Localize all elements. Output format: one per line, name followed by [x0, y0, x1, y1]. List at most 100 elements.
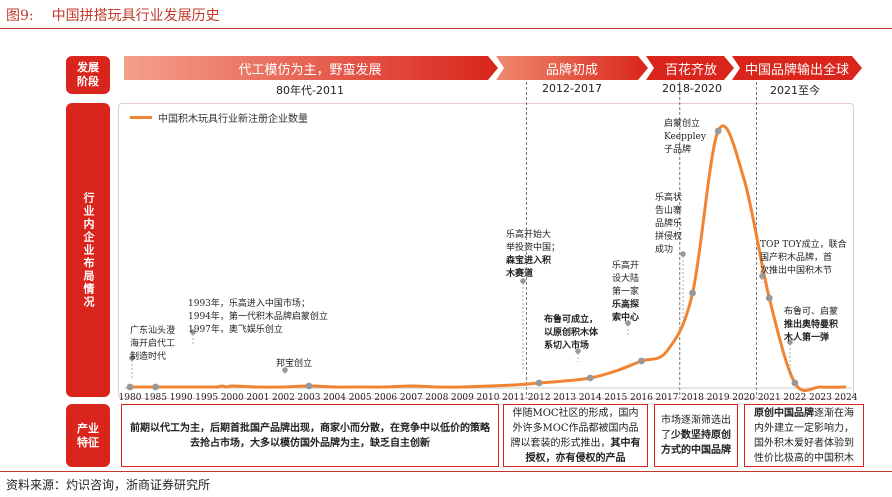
x-tick-label: 2015	[604, 393, 627, 403]
annotation-text: 乐高探	[612, 298, 640, 310]
x-tick-label: 2023	[809, 393, 832, 403]
x-tick-label: 2024	[835, 393, 858, 403]
source-note: 资料来源：灼识咨询，浙商证券研究所	[6, 478, 211, 492]
x-tick-label: 2017	[656, 393, 679, 403]
annotation-text: 乐高开	[612, 259, 639, 271]
x-tick-label: 2011	[502, 393, 525, 403]
annotation-text: 布鲁可成立，	[543, 313, 598, 325]
annotation-text: 启蒙创立	[664, 117, 700, 129]
x-tick-label: 2009	[451, 393, 474, 403]
layout-label: 行业内企业布局情况	[66, 103, 110, 397]
stage-period-3: 2018-2020	[662, 82, 722, 95]
x-tick-label: 1980	[119, 393, 142, 403]
legend-swatch	[130, 116, 152, 119]
data-point-1985	[152, 383, 159, 391]
chart-legend: 中国积木玩具行业新注册企业数量	[130, 110, 308, 125]
annotation-text: 系切入市场	[544, 339, 589, 351]
data-point-2016	[638, 357, 645, 365]
annotation-text: 木人第一弹	[783, 331, 829, 343]
annotation-marker	[129, 355, 135, 361]
bottom-rule	[0, 471, 892, 472]
feature-box-4: 原创中国品牌逐渐在海内外建立一定影响力，国外积木爱好者体验到性价比极高的中国积木	[744, 404, 864, 467]
x-tick-label: 2002	[272, 393, 295, 403]
x-tick-label: 2005	[349, 393, 372, 403]
annotation-text: TOP TOY成立，联合	[760, 238, 847, 250]
x-tick-label: 2001	[246, 393, 269, 403]
annotation-text: 国产积木品牌，首	[760, 251, 832, 263]
feature-text-run: 其中有授权，亦有侵权的产品	[525, 437, 641, 464]
annotation-text: 1994年，第一代积木品牌启蒙创立	[188, 310, 328, 322]
stage-arrow-4	[732, 56, 862, 80]
feature-text-run: 前期以代工为主，后期首批国产品牌出现，商家小而分散，在竞争中以低价的策略去抢占市…	[130, 422, 490, 449]
stage-name-1: 代工模仿为主，野蛮发展	[238, 62, 382, 78]
annotation-marker	[190, 329, 196, 335]
feature-box-2: 伴随MOC社区的形成，国内外许多MOC作品都被国内品牌以套装的形式推出，其中有授…	[503, 404, 648, 467]
annotation-text: 乐高状	[655, 191, 682, 203]
data-point-1980	[126, 383, 134, 391]
feature-box-1: 前期以代工为主，后期首批国产品牌出现，商家小而分散，在竞争中以低价的策略去抢占市…	[121, 404, 499, 467]
annotation-text: 布鲁可、启蒙	[784, 305, 838, 317]
annotation-marker	[520, 278, 526, 284]
annotation-text: 推出奥特曼积	[784, 318, 838, 330]
feature-text-run: 逐渐在海内外建立一定影响力，国外积木爱好者体验到性价比极高的中国积木	[754, 407, 854, 464]
figure-number: 图9:	[6, 8, 34, 24]
stage-period-2: 2012-2017	[542, 82, 602, 95]
annotation-text: 拼侵权	[655, 230, 682, 242]
stage-name-3: 百花齐放	[664, 62, 717, 78]
x-tick-label: 2004	[323, 393, 346, 403]
x-tick-label: 2016	[630, 393, 653, 403]
figure-title: 图9: 中国拼搭玩具行业发展历史	[6, 5, 220, 25]
annotation-text: 1993年，乐高进入中国市场；	[188, 297, 310, 309]
data-point-2021	[765, 294, 773, 302]
x-tick-label: 2019	[707, 393, 730, 403]
feature-label: 产业特征	[66, 404, 110, 467]
annotation-text: 告山寨	[655, 204, 682, 216]
stage-label: 发展阶段	[66, 56, 110, 94]
stage-arrow-3	[646, 56, 734, 80]
annotation-marker	[625, 320, 631, 326]
legend-label: 中国积木玩具行业新注册企业数量	[158, 114, 308, 125]
data-point-2022	[791, 379, 799, 387]
feature-text-run: 少数坚持原创方式的中国品牌	[661, 430, 731, 456]
x-tick-label: 2021	[758, 393, 781, 403]
x-tick-label: 1985	[144, 393, 167, 403]
stage-arrow-2	[496, 56, 648, 80]
x-tick-label: 1995	[195, 393, 218, 403]
x-tick-label: 2000	[221, 393, 244, 403]
annotation-text: 次推出中国积木节	[760, 264, 832, 276]
annotation-text: 1997年，奥飞娱乐创立	[188, 323, 283, 335]
x-tick-label: 2018	[681, 393, 704, 403]
stage-arrow-1	[124, 56, 498, 80]
x-tick-label: 2014	[579, 393, 602, 403]
series-line	[129, 124, 847, 393]
annotation-text: 以原创积木体	[544, 326, 599, 338]
figure-caption: 中国拼搭玩具行业发展历史	[51, 8, 220, 24]
feature-text-run: 原创中国品牌	[754, 407, 814, 419]
annotation-marker	[787, 339, 793, 345]
annotation-text: 海开启代工	[130, 337, 175, 349]
annotation-text: 制造时代	[130, 350, 166, 362]
x-tick-label: 2008	[425, 393, 448, 403]
data-point-2012	[535, 379, 543, 387]
annotation-marker	[759, 273, 765, 279]
annotation-text: 森宝进入积	[506, 254, 551, 266]
data-point-2014	[586, 374, 594, 382]
annotation-text: 木赛道	[505, 267, 533, 279]
annotation-text: 邦宝创立	[276, 357, 312, 369]
chart-panel	[118, 103, 854, 399]
annotation-marker	[282, 367, 288, 373]
x-tick-label: 2022	[783, 393, 806, 403]
x-tick-label: 2010	[477, 393, 500, 403]
annotation-text: 设大陆	[612, 272, 639, 284]
stage-period-1: 80年代-2011	[276, 84, 344, 97]
annotation-text: 索中心	[612, 311, 639, 323]
annotation-text: 举投资中国；	[506, 241, 560, 253]
annotation-text: 第一家	[612, 285, 639, 297]
annotation-marker	[575, 348, 581, 354]
x-tick-label: 2003	[298, 393, 321, 403]
x-tick-label: 2006	[374, 393, 397, 403]
x-tick-label: 1990	[170, 393, 193, 403]
x-tick-label: 2013	[553, 393, 576, 403]
